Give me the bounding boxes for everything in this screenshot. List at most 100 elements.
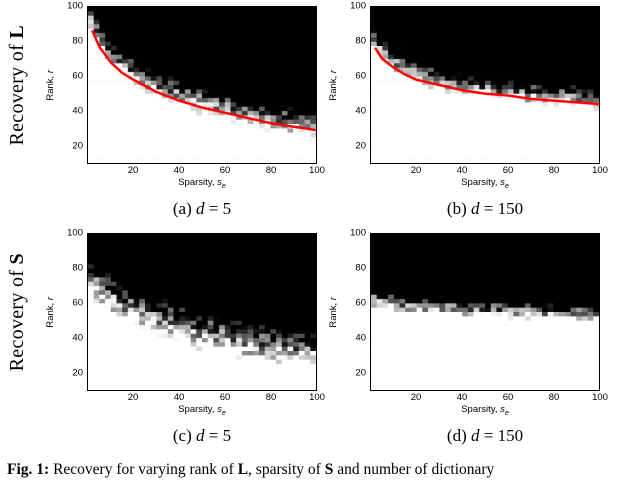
y-axis-title-var: r [45,69,56,73]
x-axis-title-text: Sparsity, [461,404,501,415]
x-tick-label: 60 [502,392,514,403]
x-axis-ticks: 20 40 60 80 100 [87,391,325,404]
row-label-text: Recovery of [5,264,28,372]
x-tick-label: 100 [592,165,608,176]
panel-a-caption: (a) d = 5 [172,199,232,218]
row-label-recovery-of-S: Recovery of S [0,233,34,391]
heatmap-plot-d [370,233,600,391]
y-tick-label: 80 [355,35,366,47]
heatmap-plot-b [370,6,600,164]
y-axis-ticks: 20 40 60 80 100 [57,1,87,164]
y-tick-label: 80 [355,262,366,274]
y-tick-label: 20 [355,367,366,379]
panel-c: Rank, r 20 40 60 80 100 20 40 60 80 100 Sparsity… [44,228,325,446]
x-tick-label: 100 [309,392,325,403]
x-tick-label: 20 [410,392,422,403]
y-axis-title: Rank, r [44,233,57,391]
heatmap-canvas-d [371,234,599,390]
y-axis-ticks: 20 40 60 80 100 [57,228,87,391]
x-axis-title: Sparsity, se [87,404,317,419]
heatmap-canvas-b [371,7,599,163]
y-tick-label: 60 [72,297,83,309]
x-axis-title-sub: e [504,182,509,190]
y-tick-label: 80 [72,35,83,47]
x-tick-label: 100 [592,392,608,403]
y-axis-title-var: r [45,296,56,300]
y-tick-label: 100 [350,227,366,239]
x-axis-title-var: s [217,177,222,188]
panel-d-caption: (d) d = 150 [446,426,524,445]
x-axis-title-var: s [217,404,222,415]
x-axis-title-var: s [500,177,505,188]
x-axis-title-sub: e [504,409,509,417]
panel-c-caption: (c) d = 5 [172,426,232,445]
x-tick-label: 80 [548,165,560,176]
panel-b-caption: (b) d = 150 [446,199,524,218]
x-tick-label: 80 [265,392,277,403]
x-axis-title-text: Sparsity, [178,177,218,188]
row-label-text: Recovery of [5,38,28,146]
heatmap-canvas-c [88,234,316,390]
y-axis-title-text: Rank, [328,72,339,101]
heatmap-plot-c [87,233,317,391]
x-tick-label: 60 [219,165,231,176]
y-tick-label: 60 [355,70,366,82]
y-axis-title-text: Rank, [45,72,56,101]
x-tick-label: 60 [502,165,514,176]
y-axis-title-var: r [328,69,339,73]
y-axis-title: Rank, r [44,6,57,164]
y-tick-label: 100 [67,0,83,12]
figure-row-recovery-S: Recovery of S Rank, r 20 40 60 80 100 20 40 60… [0,228,640,446]
x-tick-label: 40 [456,165,468,176]
row-label-bold: S [5,252,28,265]
y-tick-label: 100 [67,227,83,239]
y-tick-label: 20 [72,367,83,379]
figure-caption-label: Fig. 1: [7,461,50,478]
y-axis-title-text: Rank, [45,299,56,328]
panel-b: Rank, r 20 40 60 80 100 20 40 60 80 100 Sparsity… [327,1,608,219]
y-axis-ticks: 20 40 60 80 100 [340,1,370,164]
x-tick-label: 100 [309,165,325,176]
y-axis-title-var: r [328,296,339,300]
y-axis-title: Rank, r [327,233,340,391]
x-axis-ticks: 20 40 60 80 100 [370,164,608,177]
x-tick-label: 20 [410,165,422,176]
x-tick-label: 40 [173,165,185,176]
figure-caption: Fig. 1: Recovery for varying rank of L, … [7,461,495,478]
y-tick-label: 20 [355,140,366,152]
x-axis-title-sub: e [221,409,226,417]
y-tick-label: 40 [72,332,83,344]
row-label-bold: L [5,24,28,39]
x-axis-title-var: s [500,404,505,415]
panel-d: Rank, r 20 40 60 80 100 20 40 60 80 100 Sparsity… [327,228,608,446]
x-axis-title: Sparsity, se [370,404,600,419]
y-tick-label: 80 [72,262,83,274]
y-tick-label: 20 [72,140,83,152]
x-tick-label: 40 [173,392,185,403]
y-tick-label: 100 [350,0,366,12]
x-tick-label: 80 [265,165,277,176]
panel-a: Rank, r 20 40 60 80 100 20 40 60 80 100 Sparsity… [44,1,325,219]
heatmap-plot-a [87,6,317,164]
x-tick-label: 80 [548,392,560,403]
x-axis-title: Sparsity, se [87,177,317,192]
x-tick-label: 20 [127,392,139,403]
x-axis-title-text: Sparsity, [461,177,501,188]
x-tick-label: 20 [127,165,139,176]
heatmap-canvas-a [88,7,316,163]
x-axis-title: Sparsity, se [370,177,600,192]
y-axis-ticks: 20 40 60 80 100 [340,228,370,391]
figure-row-recovery-L: Recovery of L Rank, r 20 40 60 80 100 20 40 60… [0,1,640,219]
x-axis-title-sub: e [221,182,226,190]
y-tick-label: 60 [72,70,83,82]
row-label-recovery-of-L: Recovery of L [0,6,34,164]
y-tick-label: 40 [355,332,366,344]
x-axis-ticks: 20 40 60 80 100 [87,164,325,177]
figure: Recovery of L Rank, r 20 40 60 80 100 20 40 60… [0,1,640,478]
y-axis-title-text: Rank, [328,299,339,328]
x-axis-ticks: 20 40 60 80 100 [370,391,608,404]
y-tick-label: 40 [355,105,366,117]
x-tick-label: 60 [219,392,231,403]
x-axis-title-text: Sparsity, [178,404,218,415]
y-tick-label: 60 [355,297,366,309]
